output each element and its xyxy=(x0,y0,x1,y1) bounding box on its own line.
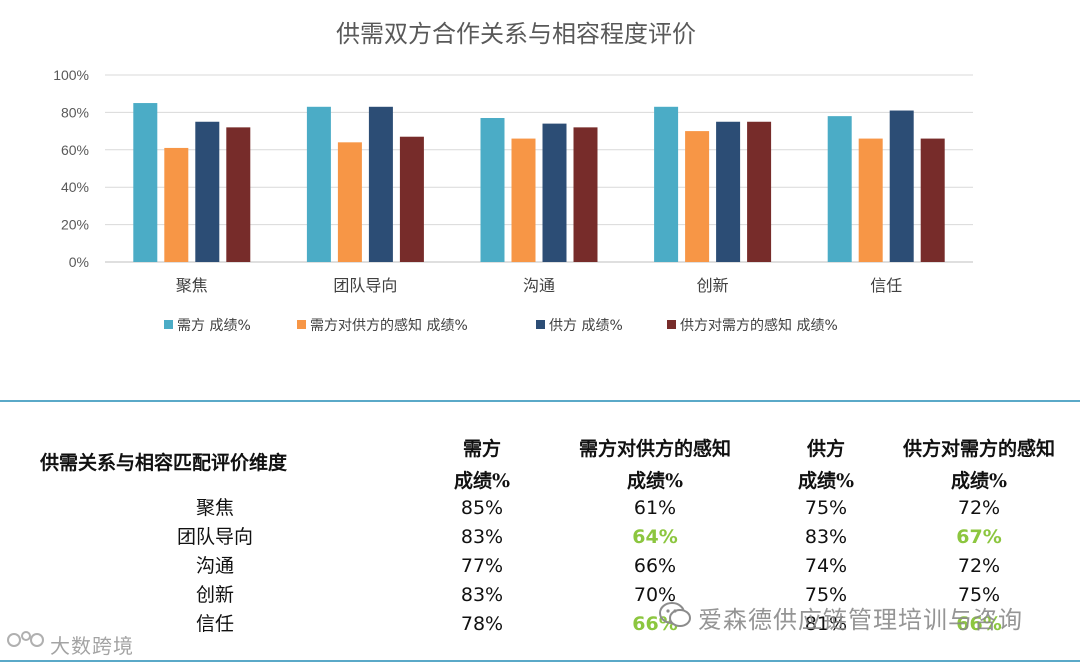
y-tick-label: 60% xyxy=(61,142,89,158)
legend-label: 需方对供方的感知 成绩% xyxy=(310,317,468,334)
watermark-right: 爱森德供应链管理培训与咨询 xyxy=(698,606,1023,634)
bar xyxy=(195,121,220,262)
legend-label: 供方 成绩% xyxy=(549,318,623,334)
bar xyxy=(399,136,424,262)
table-cell: 75% xyxy=(957,584,1001,606)
chart-title: 供需双方合作关系与相容程度评价 xyxy=(336,20,696,48)
table-row-label: 信任 xyxy=(195,613,234,635)
table-cell: 66% xyxy=(956,613,1002,635)
legend-swatch xyxy=(164,320,173,329)
table-cell: 72% xyxy=(957,497,1001,519)
table-cell: 75% xyxy=(804,584,848,606)
category-label: 沟通 xyxy=(523,276,555,295)
watermark-left: 大数跨境 xyxy=(50,634,134,658)
category-label: 创新 xyxy=(697,276,729,295)
bar xyxy=(133,103,158,262)
bar xyxy=(573,127,598,262)
table-cell: 78% xyxy=(460,613,504,635)
legend-label: 需方 成绩% xyxy=(177,318,251,334)
y-tick-label: 20% xyxy=(61,217,89,233)
table-cell: 83% xyxy=(460,526,504,548)
table-cell: 66% xyxy=(632,613,678,635)
bar xyxy=(889,110,914,262)
bar xyxy=(685,131,710,262)
table-corner-header: 供需关系与相容匹配评价维度 xyxy=(40,452,288,474)
category-label: 团队导向 xyxy=(333,276,397,295)
legend-swatch xyxy=(667,320,676,329)
table-cell: 81% xyxy=(804,613,848,635)
bar xyxy=(858,138,883,262)
table-cell: 67% xyxy=(956,526,1002,548)
table-column-header: 供方 xyxy=(806,438,845,460)
table-row-label: 团队导向 xyxy=(176,526,253,548)
y-tick-label: 80% xyxy=(61,104,89,120)
top-divider xyxy=(0,400,1080,402)
y-tick-label: 40% xyxy=(61,179,89,195)
bar xyxy=(368,106,393,262)
bar xyxy=(480,118,505,262)
logo-icon xyxy=(7,631,44,647)
table-cell: 85% xyxy=(460,497,504,519)
category-label: 信任 xyxy=(870,276,902,295)
table-row-label: 创新 xyxy=(195,584,234,606)
table-cell: 70% xyxy=(633,584,677,606)
table-row-label: 聚焦 xyxy=(195,497,234,519)
bar xyxy=(827,116,852,262)
table-column-header: 供方对需方的感知 xyxy=(902,438,1055,460)
score-table: 供需关系与相容匹配评价维度 需方 成绩% 需方对供方的感知 成绩% 供方 成绩% 供方对需方… xyxy=(0,432,1080,642)
bottom-divider xyxy=(0,660,1080,662)
table-cell: 75% xyxy=(804,497,848,519)
table-cell: 83% xyxy=(460,584,504,606)
table-column-header: 需方对供方的感知 xyxy=(578,438,731,460)
bar xyxy=(716,121,741,262)
table-cell: 77% xyxy=(460,555,504,577)
table-cell: 72% xyxy=(957,555,1001,577)
legend-label: 供方对需方的感知 成绩% xyxy=(680,317,838,334)
table-column-header: 成绩% xyxy=(626,470,684,492)
table-column-header: 需方 xyxy=(462,438,501,460)
table-column-header: 成绩% xyxy=(950,470,1008,492)
table-cell: 61% xyxy=(633,497,677,519)
table-column-header: 成绩% xyxy=(797,470,855,492)
bar xyxy=(920,138,945,262)
table-column-header: 成绩% xyxy=(453,470,511,492)
table-cell: 66% xyxy=(633,555,677,577)
bar-chart: 供需双方合作关系与相容程度评价 0% 20% 40% 60% 80% 100% 聚焦 团队导… xyxy=(53,20,973,334)
bar xyxy=(654,106,679,262)
legend-swatch xyxy=(536,320,545,329)
bar xyxy=(226,127,251,262)
bar xyxy=(164,147,189,262)
bar xyxy=(306,106,331,262)
bar xyxy=(747,121,772,262)
bar xyxy=(511,138,536,262)
bar xyxy=(542,123,567,263)
table-cell: 83% xyxy=(804,526,848,548)
table-cell: 64% xyxy=(632,526,678,548)
table-cell: 74% xyxy=(804,555,848,577)
y-tick-label: 100% xyxy=(53,67,89,83)
wechat-icon xyxy=(659,602,691,627)
legend-swatch xyxy=(297,320,306,329)
y-tick-label: 0% xyxy=(69,254,89,270)
bar xyxy=(337,142,362,262)
category-label: 聚焦 xyxy=(176,276,208,295)
table-row-label: 沟通 xyxy=(195,555,234,577)
